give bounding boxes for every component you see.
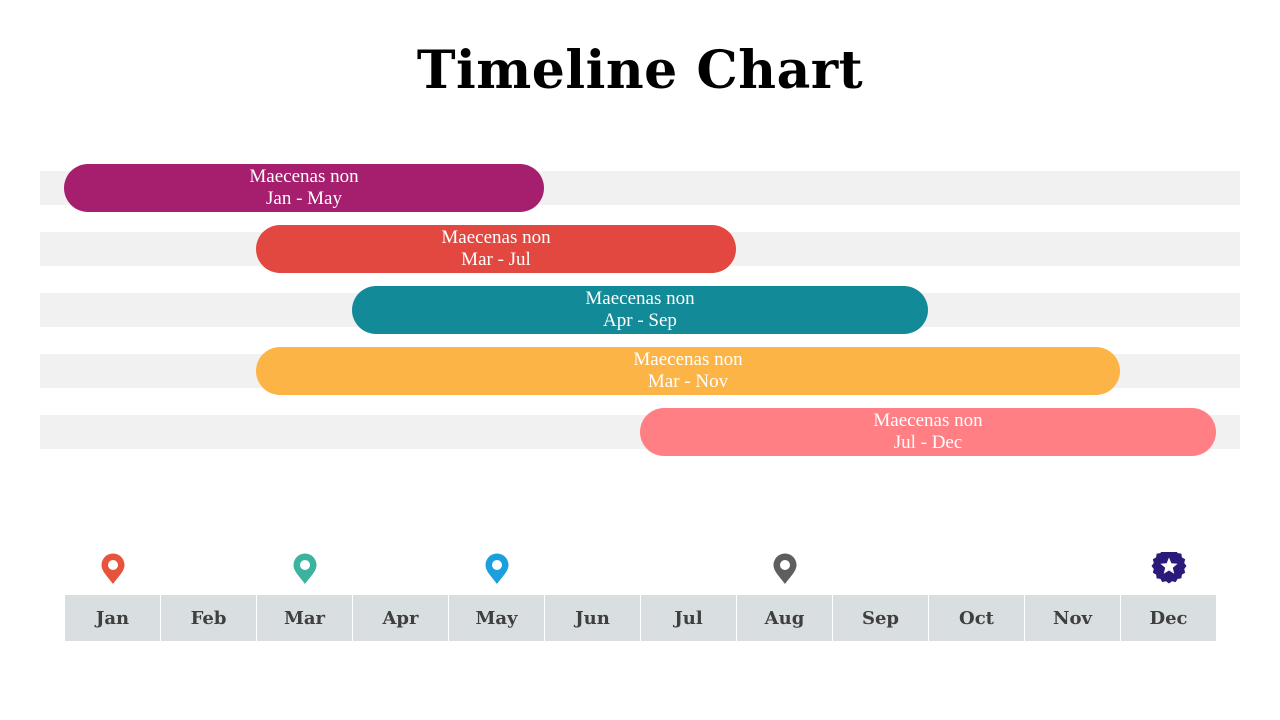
location-pin-icon	[767, 552, 803, 586]
month-tick-label: Nov	[1025, 595, 1120, 641]
location-pin-icon	[95, 552, 131, 586]
page-title: Timeline Chart	[416, 40, 864, 101]
star-badge-icon	[1151, 552, 1187, 586]
month-tick-label: Feb	[161, 595, 256, 641]
bar-label: Maecenas non	[249, 166, 359, 187]
timeline-bar: Maecenas non Jul - Dec	[640, 408, 1216, 456]
timeline-bar: Maecenas non Mar - Jul	[256, 225, 736, 273]
month-tick-label: Sep	[833, 595, 928, 641]
bar-label: Maecenas non	[441, 227, 551, 248]
bar-label: Maecenas non	[873, 410, 983, 431]
month-tick-label: Mar	[257, 595, 352, 641]
month-tick-label: Aug	[737, 595, 832, 641]
location-pin-icon	[479, 552, 515, 586]
bar-range-label: Mar - Nov	[647, 371, 729, 392]
bar-label: Maecenas non	[585, 288, 695, 309]
month-axis: Jan Feb Mar Apr May Jun Jul Aug Sep Oct Nov Dec	[65, 595, 1216, 641]
timeline-bar: Maecenas non Apr - Sep	[352, 286, 928, 334]
month-tick-label: Jul	[641, 595, 736, 641]
bar-range-label: Mar - Jul	[461, 249, 531, 270]
month-tick-label: Dec	[1121, 595, 1216, 641]
location-pin-icon	[287, 552, 323, 586]
month-tick-label: May	[449, 595, 544, 641]
bar-label: Maecenas non	[633, 349, 743, 370]
bar-range-label: Apr - Sep	[603, 310, 677, 331]
bar-range-label: Jan - May	[266, 188, 342, 209]
bar-range-label: Jul - Dec	[893, 432, 963, 453]
month-tick-label: Jan	[65, 595, 160, 641]
month-tick-label: Jun	[545, 595, 640, 641]
month-tick-label: Apr	[353, 595, 448, 641]
month-tick-label: Oct	[929, 595, 1024, 641]
timeline-bar: Maecenas non Jan - May	[64, 164, 544, 212]
timeline-bar: Maecenas non Mar - Nov	[256, 347, 1120, 395]
